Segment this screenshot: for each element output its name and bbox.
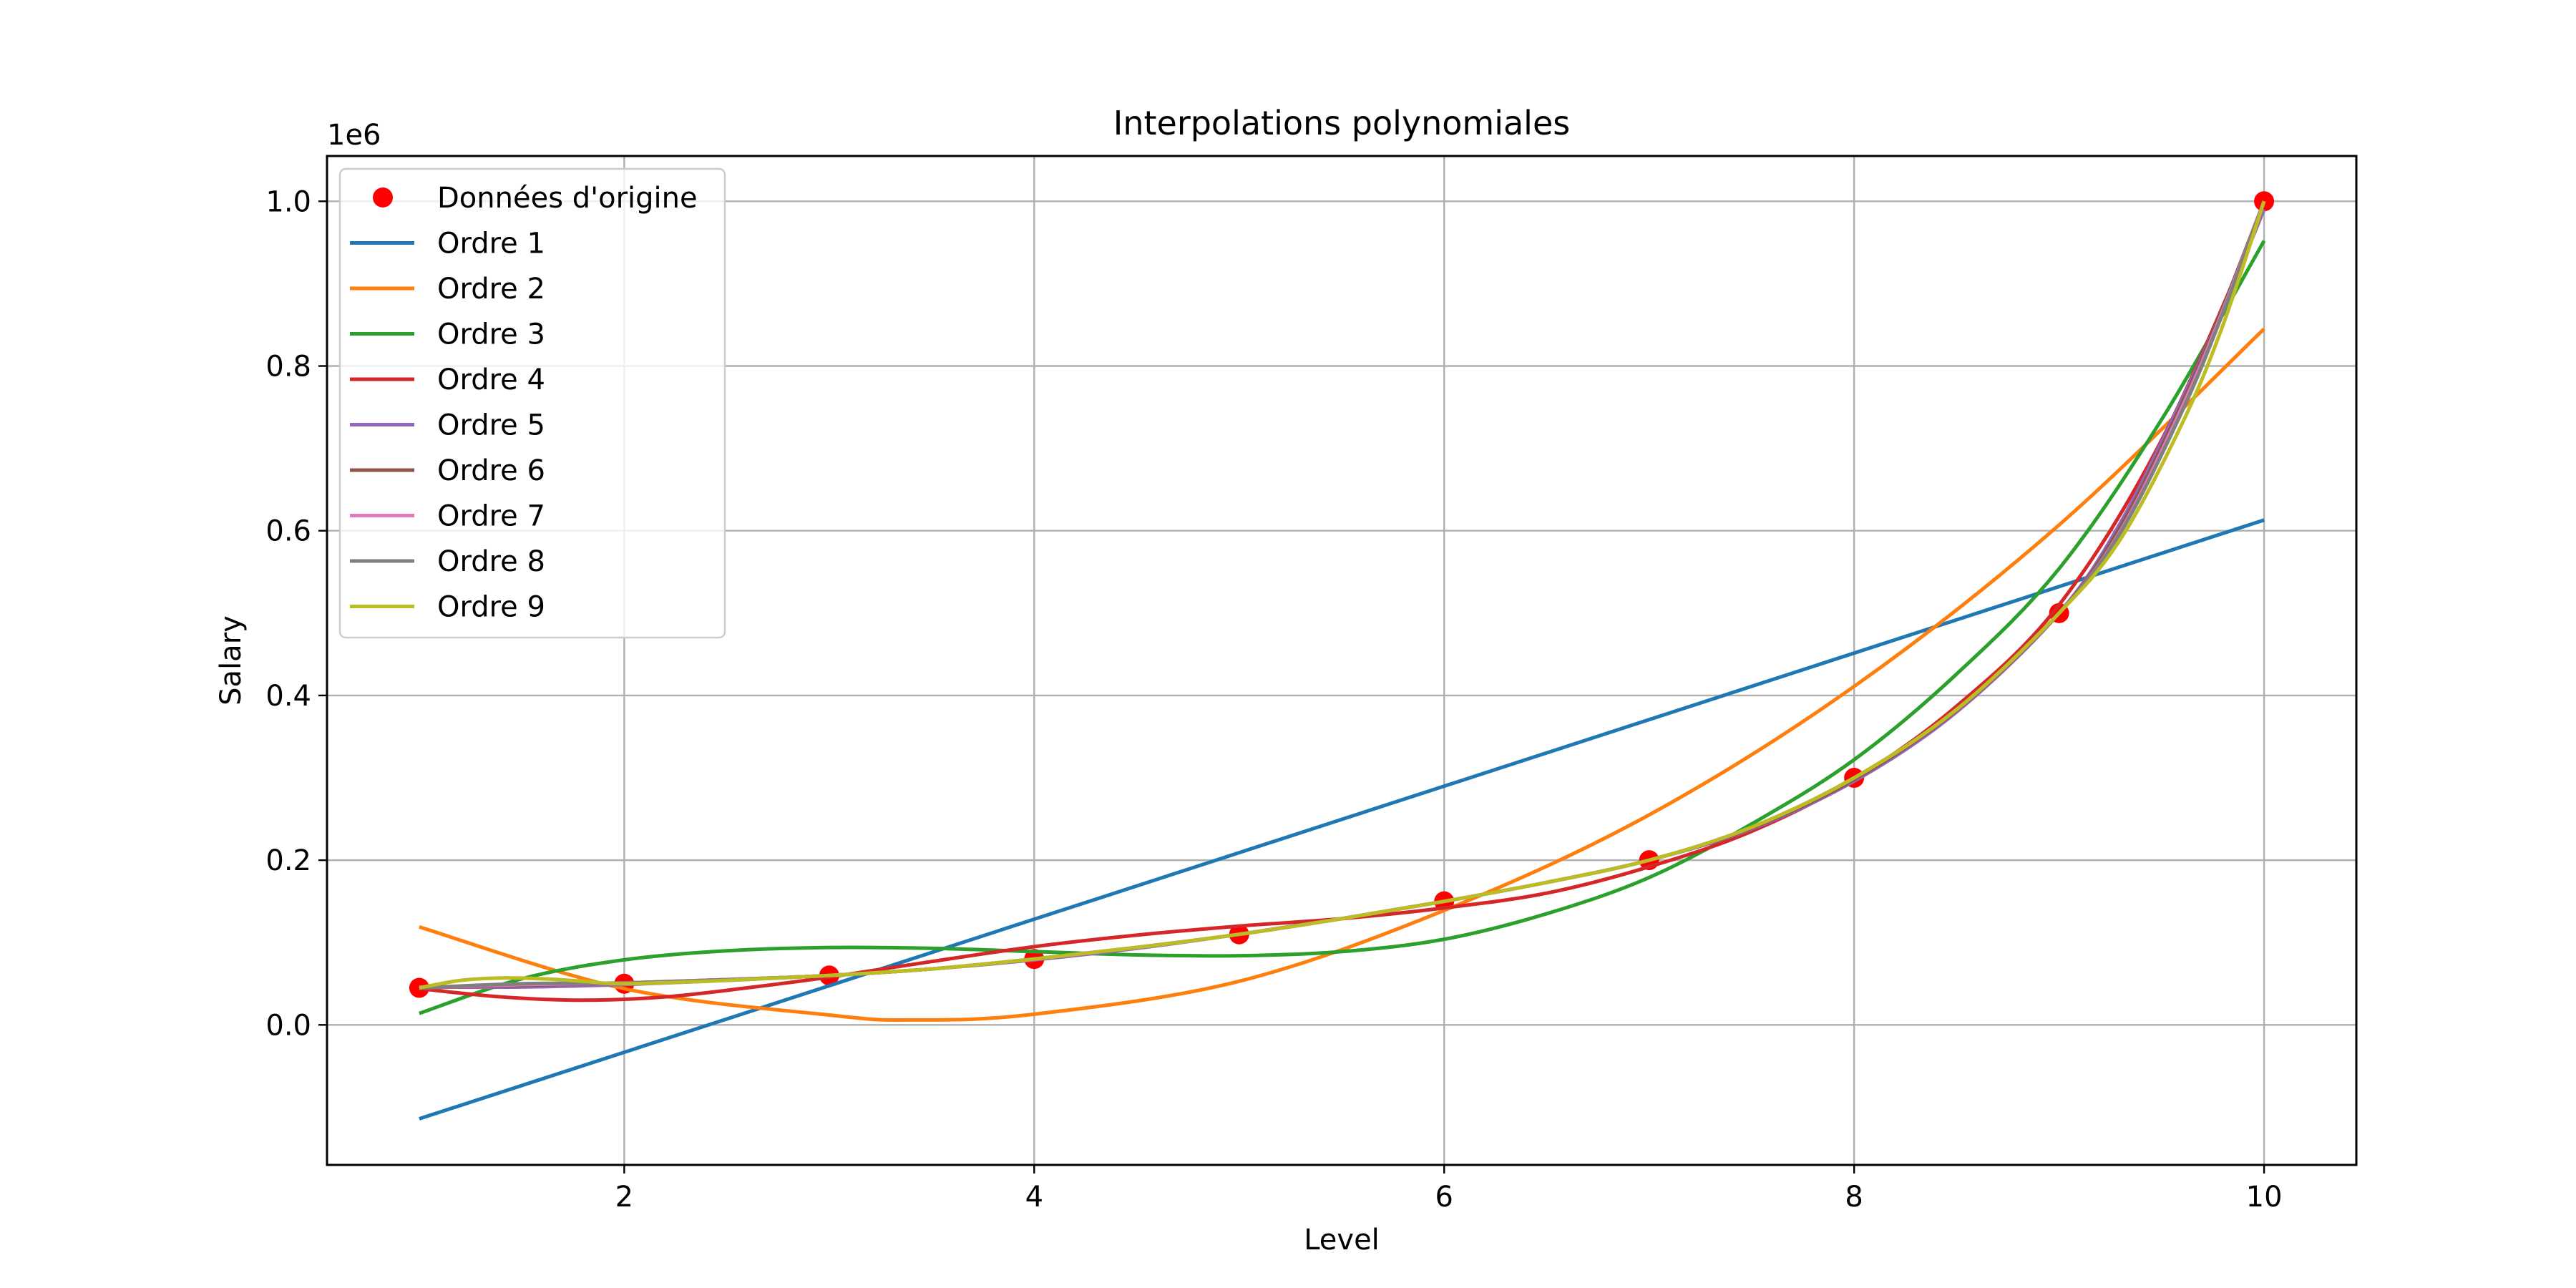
legend-label: Ordre 4: [437, 364, 545, 396]
series-line-ordre-1: [419, 518, 2265, 1121]
y-tick-label: 1.0: [265, 185, 311, 218]
y-tick-label: 0.2: [265, 844, 311, 877]
axis-ticks: 2 4 6 8 10 0.0 0.2 0.4 0.6 0.8 1.0: [265, 185, 2282, 1214]
series-line-ordre-9: [419, 200, 2266, 990]
y-axis-offset-label: 1e6: [327, 119, 381, 152]
y-axis-label: Salary: [215, 615, 248, 706]
legend-box: [338, 167, 726, 639]
legend-marker: [373, 187, 393, 208]
y-tick-label: 0.6: [265, 515, 311, 548]
data-point: [2254, 191, 2275, 212]
legend-label: Ordre 1: [437, 228, 545, 260]
legend-label: Données d'origine: [437, 182, 698, 215]
series-line-ordre-4: [419, 208, 2266, 1002]
legend: Données d'origine Ordre 1 Ordre 2 Ordre 3 Or…: [338, 167, 726, 639]
legend-label: Ordre 8: [437, 545, 545, 578]
x-tick-label: 4: [1025, 1181, 1043, 1214]
legend-label: Ordre 2: [437, 273, 545, 306]
legend-label: Ordre 7: [437, 500, 545, 533]
chart-title: Interpolations polynomiales: [1113, 104, 1570, 142]
data-point: [409, 977, 429, 998]
series-line-ordre-2: [419, 327, 2265, 1022]
x-tick-label: 2: [615, 1181, 633, 1214]
legend-label: Ordre 5: [437, 409, 545, 442]
axes-frame: [326, 155, 2358, 1166]
y-tick-label: 0.4: [265, 680, 311, 713]
x-tick-label: 6: [1435, 1181, 1453, 1214]
x-axis-label: Level: [1304, 1224, 1380, 1257]
legend-label: Ordre 9: [437, 591, 545, 624]
legend-label: Ordre 6: [437, 454, 545, 487]
x-tick-label: 10: [2246, 1181, 2283, 1214]
y-tick-label: 0.8: [265, 351, 311, 384]
plot-area: [409, 191, 2275, 1121]
series-line-ordre-3: [419, 240, 2266, 1015]
x-tick-label: 8: [1845, 1181, 1863, 1214]
y-tick-label: 0.0: [265, 1009, 311, 1042]
legend-label: Ordre 3: [437, 318, 545, 351]
